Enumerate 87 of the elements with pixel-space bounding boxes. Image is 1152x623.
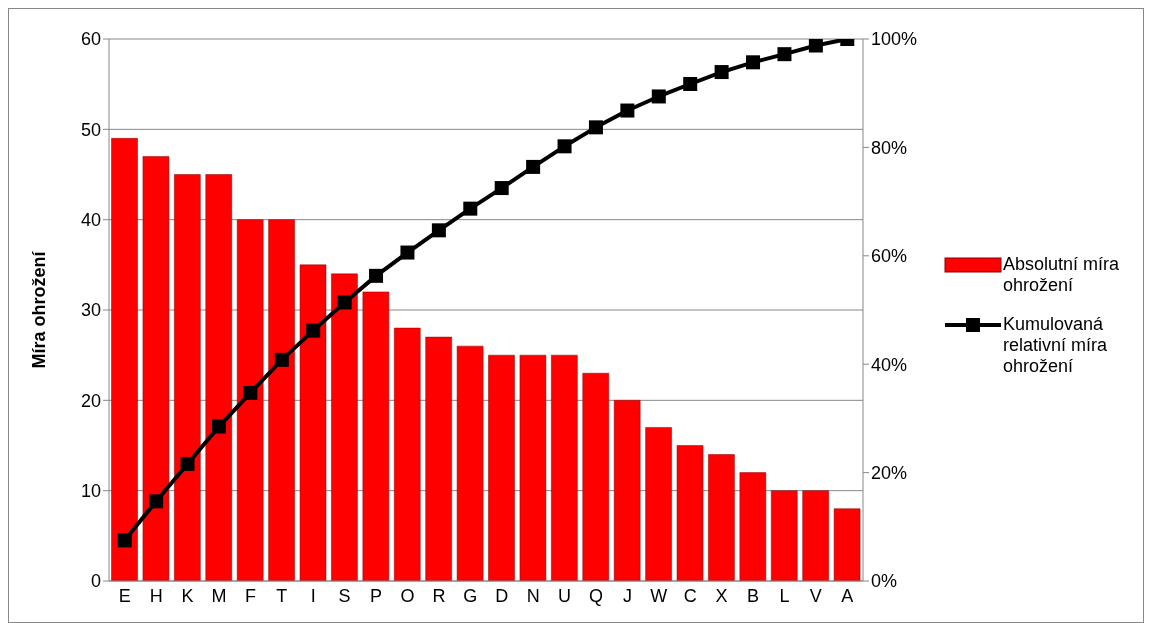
y2-tick-label: 40% — [871, 354, 908, 375]
x-tick-label: S — [338, 585, 351, 606]
point — [808, 39, 823, 53]
bar — [488, 354, 515, 581]
bar — [676, 445, 704, 581]
y2-tick-label: 20% — [871, 462, 908, 483]
x-tick-label: X — [715, 585, 728, 606]
x-tick-label: F — [244, 585, 256, 606]
bar — [645, 427, 672, 581]
x-tick-label: I — [310, 585, 316, 606]
point — [274, 352, 289, 367]
y-tick-label: 50 — [80, 119, 101, 140]
point — [620, 103, 635, 118]
y2-tick-label: 60% — [871, 246, 908, 267]
legend-label: Kumulovaná relativní míra ohrožení — [1003, 314, 1109, 377]
point — [651, 89, 666, 104]
bar — [802, 490, 829, 581]
x-tick-label: R — [432, 585, 446, 606]
x-tick-label: W — [650, 585, 668, 606]
point — [117, 533, 132, 548]
point — [557, 139, 572, 154]
y2-tick-label: 80% — [871, 137, 908, 158]
bar — [739, 472, 767, 581]
bar — [519, 354, 547, 581]
bar — [551, 354, 578, 581]
y-tick-label: 30 — [80, 300, 101, 321]
point — [494, 181, 509, 196]
bar — [613, 400, 641, 581]
y-tick-label: 40 — [80, 210, 101, 231]
bar — [394, 327, 421, 581]
point — [180, 456, 195, 471]
bar — [331, 273, 358, 581]
x-tick-label: L — [779, 585, 790, 606]
bar — [142, 156, 170, 581]
bar — [205, 174, 233, 581]
bar — [268, 219, 295, 581]
point — [337, 295, 352, 310]
x-tick-label: M — [211, 585, 227, 606]
bar — [236, 219, 264, 581]
point — [211, 419, 226, 434]
y2-tick-label: 0% — [871, 571, 898, 592]
bar — [833, 508, 861, 581]
point — [369, 268, 384, 283]
y2-tick-label: 100% — [871, 29, 918, 50]
bar — [299, 264, 327, 581]
x-tick-label: J — [622, 585, 632, 606]
bar — [362, 291, 390, 581]
point — [149, 494, 164, 509]
bar — [771, 490, 798, 581]
x-tick-label: V — [809, 585, 822, 606]
bar — [582, 372, 610, 581]
x-tick-label: B — [747, 585, 760, 606]
point — [683, 76, 698, 91]
point — [306, 323, 321, 338]
x-tick-label: G — [463, 585, 478, 606]
x-tick-label: K — [181, 585, 194, 606]
bar — [456, 345, 484, 581]
point — [400, 245, 415, 260]
y-tick-label: 10 — [80, 481, 101, 502]
x-tick-label: T — [276, 585, 288, 606]
point — [431, 223, 446, 238]
point — [746, 55, 761, 70]
y-tick-label: 20 — [80, 390, 101, 411]
y-tick-label: 60 — [80, 29, 101, 50]
point — [588, 120, 603, 135]
x-tick-label: A — [841, 585, 854, 606]
point — [714, 65, 729, 80]
point — [526, 159, 541, 174]
bar — [425, 336, 452, 581]
x-tick-label: C — [683, 585, 697, 606]
x-tick-label: P — [370, 585, 383, 606]
x-tick-label: Q — [588, 585, 603, 606]
y-tick-label: 0 — [90, 571, 101, 592]
bar — [111, 138, 138, 581]
legend-label: Absolutní míra ohrožení — [1003, 254, 1121, 296]
point — [243, 385, 258, 400]
bar — [174, 174, 201, 581]
x-tick-label: N — [526, 585, 540, 606]
x-tick-label: D — [495, 585, 509, 606]
x-tick-label: U — [558, 585, 572, 606]
point — [777, 47, 792, 62]
x-tick-label: O — [400, 585, 415, 606]
x-tick-label: H — [149, 585, 163, 606]
point — [463, 201, 478, 216]
x-tick-label: E — [118, 585, 131, 606]
y-axis-title: Míra ohrožení — [29, 250, 50, 369]
bar — [708, 454, 735, 581]
